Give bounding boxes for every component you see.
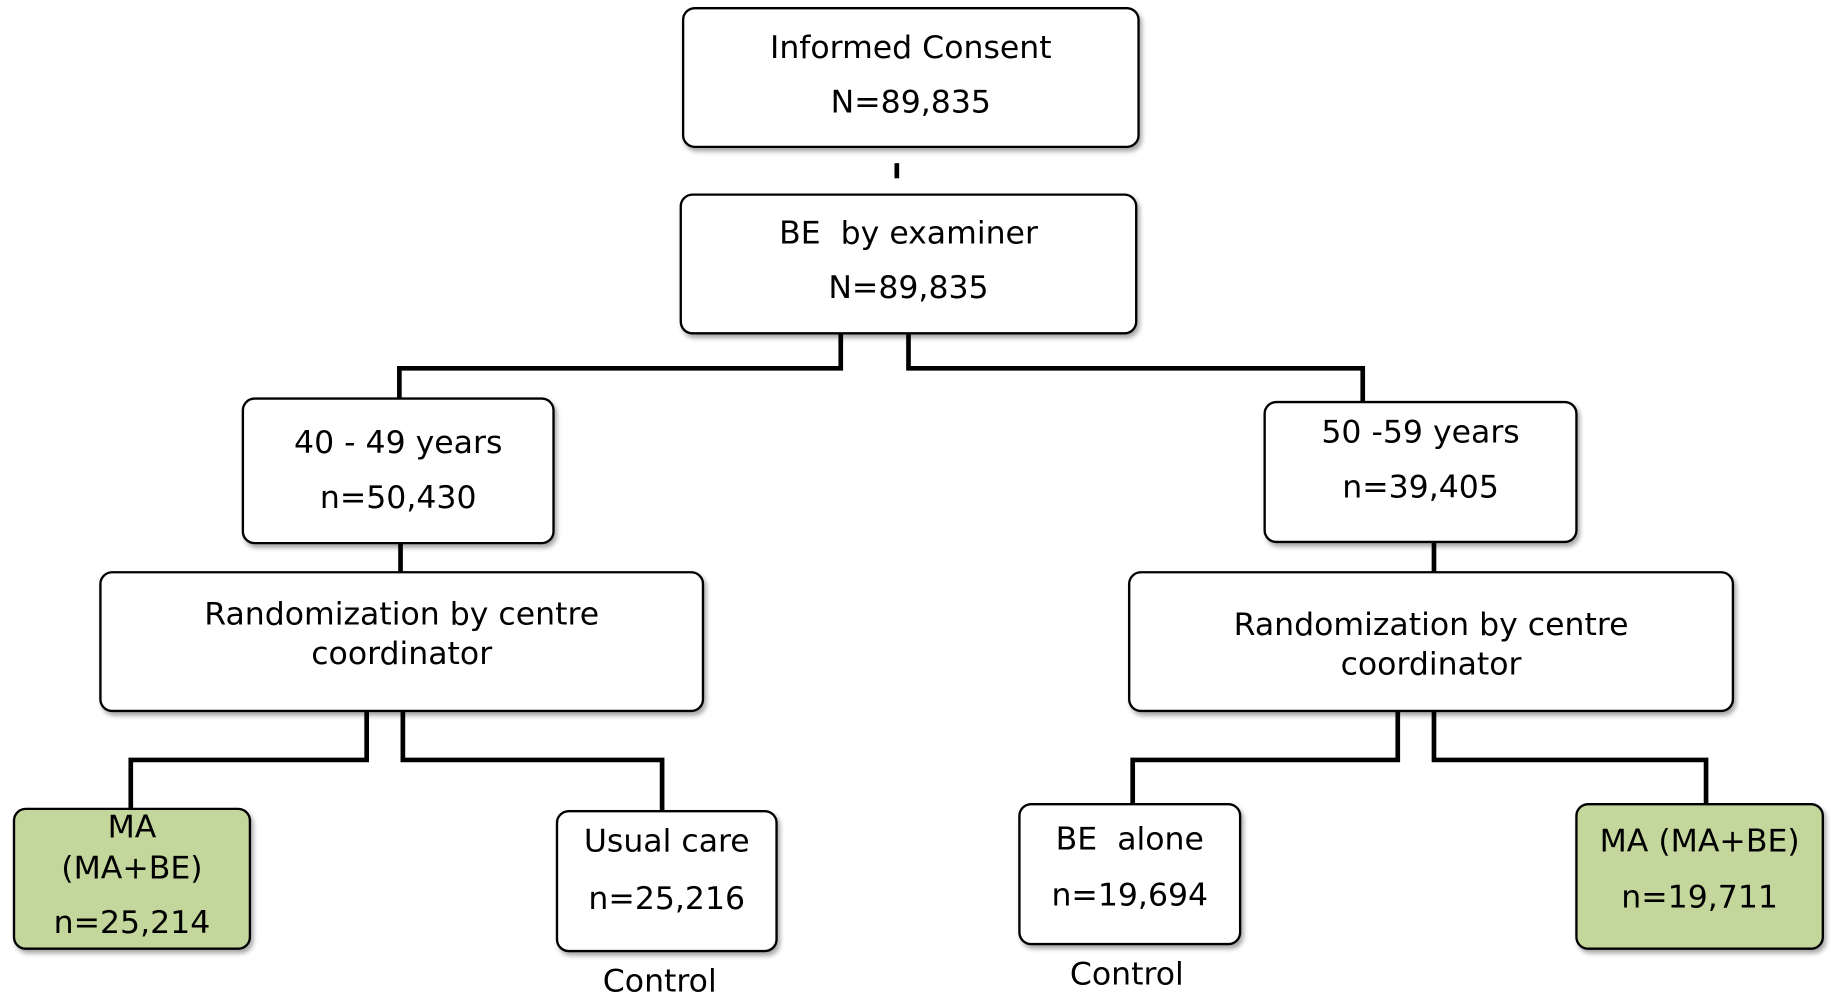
- control-label: Control: [603, 964, 717, 1000]
- node-box: [1128, 571, 1735, 713]
- node-text: Randomization by centre: [1234, 607, 1629, 643]
- node-text: BE by examiner: [779, 215, 1038, 251]
- node-text: n=19,711: [1621, 880, 1778, 916]
- node-box: [679, 193, 1138, 335]
- node-text: n=25,214: [54, 905, 211, 941]
- node: 40 - 49 years n=50,430: [241, 397, 555, 545]
- node-text: 50 -59 years: [1321, 415, 1519, 451]
- node-text: N=89,835: [831, 85, 991, 121]
- control-label: Control: [1070, 957, 1184, 993]
- node-text: BE alone: [1056, 821, 1204, 857]
- node-text: n=39,405: [1342, 469, 1499, 505]
- node-text: MA (MA+BE): [1600, 824, 1800, 860]
- connector: [1130, 710, 1401, 805]
- node: BE alone n=19,694: [1018, 803, 1242, 946]
- node-box: [1575, 803, 1824, 950]
- node-text: Usual care: [584, 824, 750, 860]
- node-text: n=19,694: [1051, 877, 1208, 913]
- node: Usual care n=25,216: [555, 810, 778, 953]
- node-text: Informed Consent: [770, 30, 1052, 66]
- node-text: n=50,430: [320, 480, 477, 516]
- node-box: [555, 810, 778, 953]
- node: Randomization by centre coordinator: [99, 571, 705, 713]
- node: Randomization by centre coordinator: [1128, 571, 1735, 713]
- connector: [128, 710, 370, 809]
- node-text: (MA+BE): [61, 850, 202, 886]
- node-box: [12, 807, 252, 950]
- node: MA (MA+BE) n=19,711: [1575, 803, 1824, 950]
- node-text: coordinator: [1341, 647, 1522, 683]
- node: MA (MA+BE) n=25,214: [12, 807, 252, 950]
- connector: [1431, 710, 1709, 805]
- node-text: 40 - 49 years: [294, 425, 502, 461]
- connector: [397, 334, 844, 399]
- node-box: [1018, 803, 1242, 946]
- node: 50 -59 years n=39,405: [1263, 400, 1578, 544]
- connector: [400, 710, 665, 812]
- node-text: Randomization by centre: [204, 596, 599, 632]
- node-box: [1263, 400, 1578, 544]
- node: BE by examiner N=89,835: [679, 193, 1138, 335]
- node-text: coordinator: [311, 636, 492, 672]
- node-box: [241, 397, 555, 545]
- connectors: [128, 163, 1709, 812]
- node-text: MA: [108, 810, 157, 846]
- node-box: [99, 571, 705, 713]
- connector: [906, 334, 1366, 403]
- node-text: n=25,216: [588, 881, 745, 917]
- node-text: N=89,835: [828, 270, 988, 306]
- node: Informed Consent N=89,835: [681, 6, 1140, 149]
- node-box: [681, 6, 1140, 149]
